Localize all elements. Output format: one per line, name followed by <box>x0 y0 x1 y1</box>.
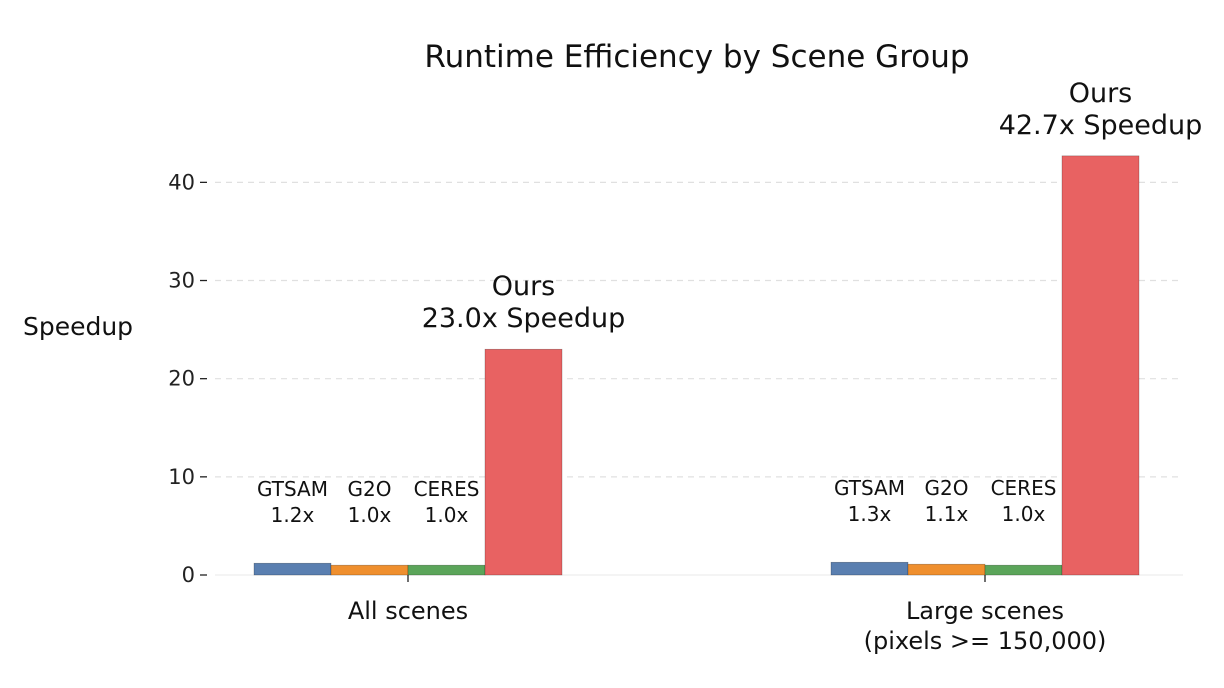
bar-label-value: 1.0x <box>1002 502 1046 526</box>
bar-label-value: 1.0x <box>425 503 469 527</box>
y-tick-label: 30 <box>168 269 195 293</box>
x-tick-label-line: (pixels >= 150,000) <box>864 627 1107 655</box>
y-tick-label: 0 <box>182 563 195 587</box>
y-tick-label: 40 <box>168 170 195 194</box>
bar <box>407 564 486 576</box>
bar <box>484 348 563 576</box>
bar-label-name: GTSAM <box>257 477 328 501</box>
bar <box>830 561 909 576</box>
bar <box>907 563 986 576</box>
bar-label-value: 1.1x <box>925 502 969 526</box>
x-tick-label: Large scenes (pixels >= 150,000) <box>864 597 1107 655</box>
chart-title: Runtime Efficiency by Scene Group <box>424 39 969 75</box>
bar-label-name: G2O <box>925 476 969 500</box>
x-tick-label-line: Large scenes <box>906 597 1064 625</box>
bar <box>1061 155 1140 576</box>
bar-label-value: 1.3x <box>848 502 892 526</box>
bar-label-name: Ours <box>1069 78 1133 109</box>
bar-label-value: 1.0x <box>348 503 392 527</box>
bar <box>253 562 332 576</box>
bar-label-name: CERES <box>414 477 480 501</box>
bar-label-name: GTSAM <box>834 476 905 500</box>
bar-label-name: G2O <box>348 477 392 501</box>
bar <box>330 564 409 576</box>
x-tick-label: All scenes <box>348 597 468 625</box>
bar-label-name: CERES <box>991 476 1057 500</box>
x-tick-label-line: All scenes <box>348 597 468 625</box>
axes: 0 10 20 30 40 All scenes Large scenes (pixels >… <box>168 170 1106 655</box>
bar <box>984 564 1063 576</box>
bar-label-value: 42.7x Speedup <box>999 110 1203 141</box>
bar-label-value: 1.2x <box>271 503 315 527</box>
y-axis-label: Speedup <box>23 312 133 341</box>
bar-label-value: 23.0x Speedup <box>422 303 626 334</box>
bar-label-name: Ours <box>492 271 556 302</box>
bars <box>253 155 1140 576</box>
y-tick-label: 20 <box>168 367 195 391</box>
y-tick-label: 10 <box>168 465 195 489</box>
